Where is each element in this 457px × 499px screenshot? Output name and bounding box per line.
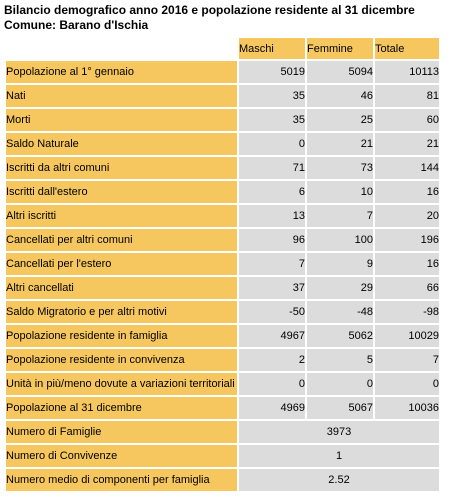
- value-totale: 7: [375, 349, 439, 371]
- table-row: Popolazione al 31 dicembre 4969 5067 10036: [6, 397, 439, 419]
- row-label: Altri cancellati: [6, 277, 237, 299]
- table-row: Saldo Migratorio e per altri motivi -50 -4…: [6, 301, 439, 323]
- table-row: Altri iscritti 13 7 20: [6, 205, 439, 227]
- value-maschi: 13: [239, 205, 305, 227]
- value-maschi: 7: [239, 253, 305, 275]
- header-totale: Totale: [375, 38, 439, 59]
- table-body: Popolazione al 1° gennaio 5019 5094 10113 Na…: [6, 61, 439, 491]
- row-label: Cancellati per altri comuni: [6, 229, 237, 251]
- value-totale: 21: [375, 133, 439, 155]
- value-maschi: -50: [239, 301, 305, 323]
- value-femmine: 5067: [307, 397, 373, 419]
- value-totale: 10113: [375, 61, 439, 83]
- summary-value: 1: [239, 445, 439, 467]
- summary-label: Numero di Convivenze: [6, 445, 237, 467]
- row-label: Morti: [6, 109, 237, 131]
- value-totale: 0: [375, 373, 439, 395]
- value-femmine: 21: [307, 133, 373, 155]
- value-maschi: 5019: [239, 61, 305, 83]
- value-maschi: 4967: [239, 325, 305, 347]
- title-line-1: Bilancio demografico anno 2016 e popolaz…: [4, 3, 415, 17]
- table-row: Iscritti dall'estero 6 10 16: [6, 181, 439, 203]
- table-row: Cancellati per l'estero 7 9 16: [6, 253, 439, 275]
- value-femmine: 5062: [307, 325, 373, 347]
- row-label: Popolazione residente in convivenza: [6, 349, 237, 371]
- value-femmine: 46: [307, 85, 373, 107]
- value-femmine: 5: [307, 349, 373, 371]
- summary-label: Numero medio di componenti per famiglia: [6, 469, 237, 491]
- table-row: Popolazione al 1° gennaio 5019 5094 10113: [6, 61, 439, 83]
- value-totale: 66: [375, 277, 439, 299]
- table-row: Saldo Naturale 0 21 21: [6, 133, 439, 155]
- value-femmine: 9: [307, 253, 373, 275]
- summary-row: Numero medio di componenti per famiglia 2…: [6, 469, 439, 491]
- value-maschi: 37: [239, 277, 305, 299]
- value-maschi: 4969: [239, 397, 305, 419]
- table-row: Popolazione residente in convivenza 2 5 7: [6, 349, 439, 371]
- value-maschi: 0: [239, 133, 305, 155]
- header-blank-cell: [6, 38, 237, 59]
- row-label: Unità in più/meno dovute a variazioni te…: [6, 373, 237, 395]
- value-totale: 16: [375, 253, 439, 275]
- value-femmine: -48: [307, 301, 373, 323]
- table-row: Iscritti da altri comuni 71 73 144: [6, 157, 439, 179]
- value-totale: 60: [375, 109, 439, 131]
- table-row: Popolazione residente in famiglia 4967 506…: [6, 325, 439, 347]
- demographic-table: Maschi Femmine Totale Popolazione al 1° …: [4, 36, 441, 493]
- value-maschi: 2: [239, 349, 305, 371]
- value-femmine: 100: [307, 229, 373, 251]
- value-femmine: 29: [307, 277, 373, 299]
- value-totale: 16: [375, 181, 439, 203]
- value-femmine: 10: [307, 181, 373, 203]
- value-maschi: 6: [239, 181, 305, 203]
- value-totale: -98: [375, 301, 439, 323]
- table-row: Nati 35 46 81: [6, 85, 439, 107]
- page-title: Bilancio demografico anno 2016 e popolaz…: [4, 3, 415, 33]
- row-label: Cancellati per l'estero: [6, 253, 237, 275]
- value-totale: 196: [375, 229, 439, 251]
- value-totale: 144: [375, 157, 439, 179]
- value-totale: 20: [375, 205, 439, 227]
- summary-label: Numero di Famiglie: [6, 421, 237, 443]
- table-header-row: Maschi Femmine Totale: [6, 38, 439, 59]
- table-row: Unità in più/meno dovute a variazioni te…: [6, 373, 439, 395]
- value-totale: 81: [375, 85, 439, 107]
- value-femmine: 25: [307, 109, 373, 131]
- header-femmine: Femmine: [307, 38, 373, 59]
- value-femmine: 0: [307, 373, 373, 395]
- summary-row: Numero di Convivenze 1: [6, 445, 439, 467]
- table-row: Cancellati per altri comuni 96 100 196: [6, 229, 439, 251]
- row-label: Nati: [6, 85, 237, 107]
- summary-value: 2.52: [239, 469, 439, 491]
- value-maschi: 35: [239, 85, 305, 107]
- value-maschi: 0: [239, 373, 305, 395]
- value-maschi: 35: [239, 109, 305, 131]
- row-label: Popolazione residente in famiglia: [6, 325, 237, 347]
- row-label: Iscritti da altri comuni: [6, 157, 237, 179]
- summary-row: Numero di Famiglie 3973: [6, 421, 439, 443]
- row-label: Iscritti dall'estero: [6, 181, 237, 203]
- value-femmine: 73: [307, 157, 373, 179]
- row-label: Saldo Migratorio e per altri motivi: [6, 301, 237, 323]
- row-label: Popolazione al 31 dicembre: [6, 397, 237, 419]
- value-femmine: 7: [307, 205, 373, 227]
- value-maschi: 71: [239, 157, 305, 179]
- row-label: Popolazione al 1° gennaio: [6, 61, 237, 83]
- value-totale: 10036: [375, 397, 439, 419]
- table-row: Altri cancellati 37 29 66: [6, 277, 439, 299]
- title-line-2: Comune: Barano d'Ischia: [4, 18, 149, 32]
- value-maschi: 96: [239, 229, 305, 251]
- value-totale: 10029: [375, 325, 439, 347]
- header-maschi: Maschi: [239, 38, 305, 59]
- row-label: Altri iscritti: [6, 205, 237, 227]
- table-row: Morti 35 25 60: [6, 109, 439, 131]
- value-femmine: 5094: [307, 61, 373, 83]
- row-label: Saldo Naturale: [6, 133, 237, 155]
- summary-value: 3973: [239, 421, 439, 443]
